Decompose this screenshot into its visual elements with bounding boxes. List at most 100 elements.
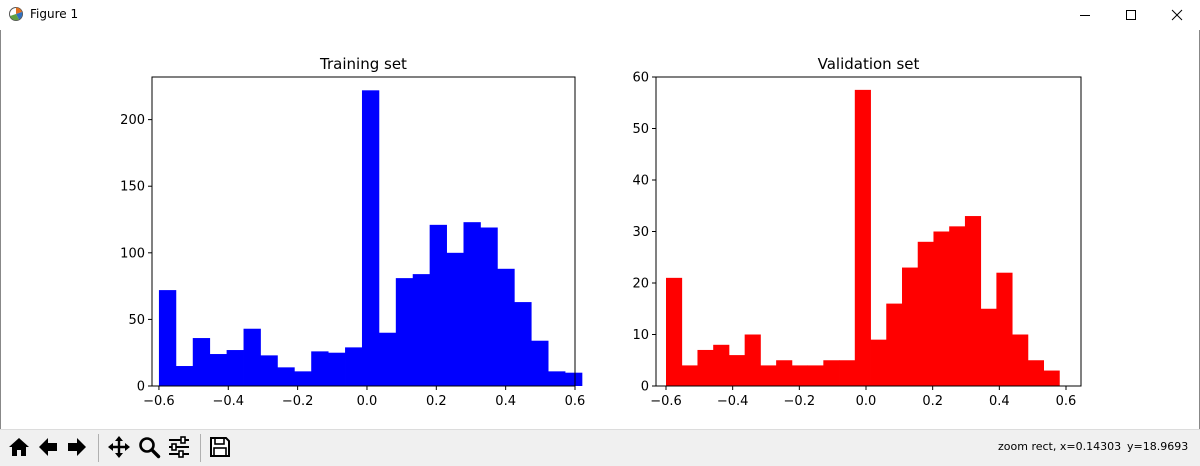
window-titlebar[interactable]: Figure 1 [0,0,1200,30]
histogram-bar [294,371,312,386]
toolbar-separator [98,434,99,462]
histogram-bar [791,365,808,386]
figure-canvas[interactable]: Training set −0.6 −0.4 −0.2 0.0 0.2 0.4 0.6 0 50 1… [0,30,1200,428]
histogram-bar [209,354,228,386]
configure-subplots-icon[interactable] [164,432,194,462]
histogram-bar [776,360,793,386]
x-tick-label: −0.2 [784,394,816,409]
x-tick-label: 0.6 [565,394,586,409]
cursor-status: zoom rect, x=0.14303 [998,440,1122,453]
histogram-bar [531,340,549,386]
y-tick-label: 60 [632,71,649,86]
histogram-bar [328,352,346,386]
histogram-bar [158,290,177,386]
home-icon[interactable] [4,432,34,462]
histogram-bar [980,308,997,386]
histogram-bar [681,365,698,386]
x-tick-label: −0.2 [282,394,314,409]
window-title: Figure 1 [30,7,79,21]
histogram-bar [463,222,481,386]
y-tick-label: 40 [632,174,649,189]
histogram-bar [226,350,244,386]
x-tick-label: 0.6 [1056,394,1077,409]
histogram-bar [666,277,683,386]
histogram-bar [260,355,278,386]
histogram-bar [412,274,431,386]
histogram-bar [870,339,887,386]
histogram-bar [823,360,840,386]
y-tick-label: 150 [120,180,145,195]
histogram-bar [713,344,730,386]
y-tick-label: 0 [137,380,145,395]
histogram-bar [429,224,447,386]
y-tick-label: 100 [120,246,145,261]
histogram-bar [917,241,934,386]
x-tick-label: 0.0 [357,394,378,409]
zoom-icon[interactable] [134,432,164,462]
histogram-bar [565,372,583,386]
histogram-bar [996,272,1013,386]
figure-app-icon [8,6,24,22]
histogram-bar [964,216,982,386]
minimize-icon[interactable] [1062,0,1108,30]
histogram-bar [854,89,871,386]
y-tick-label: 0 [641,380,649,395]
x-tick-label: 0.0 [856,394,877,409]
validation-histogram: Validation set −0.6 −0.4 −0.2 0.0 0.2 0.4 0.6 0 1… [632,55,1082,409]
maximize-icon[interactable] [1108,0,1154,30]
histogram-bar [446,252,464,386]
x-tick-label: 0.2 [426,394,447,409]
histogram-bar [480,227,498,386]
histogram-bar [839,360,856,386]
y-tick-label: 10 [632,328,649,343]
histogram-bar [1043,370,1060,386]
y-tick-label: 20 [632,277,649,292]
histogram-bar [497,268,515,386]
histogram-bar [760,365,777,386]
x-tick-label: 0.4 [495,394,516,409]
histogram-bar [243,328,261,386]
x-tick-label: −0.6 [143,394,175,409]
axes-frame [151,76,576,387]
histogram-bar [949,226,966,386]
histogram-bar [175,366,194,386]
close-icon[interactable] [1154,0,1200,30]
histogram-bar [361,90,380,386]
window-border-left [0,0,1,465]
histogram-bar [277,367,295,386]
cursor-y-status: y=18.9693 [1127,440,1189,453]
histogram-bar [728,355,746,386]
histogram-bar [807,365,824,386]
navigation-toolbar: zoom rect, x=0.14303 y=18.9693 [0,429,1200,466]
histogram-bar [548,371,566,386]
training-histogram: Training set −0.6 −0.4 −0.2 0.0 0.2 0.4 0.6 0 50 1… [120,55,585,409]
x-tick-label: −0.4 [717,394,749,409]
histogram-bar [902,267,919,386]
histogram-bar [192,338,211,386]
y-tick-label: 50 [128,313,145,328]
histogram-bar [1027,360,1044,386]
histogram-bar [378,332,397,386]
pan-icon[interactable] [104,432,134,462]
x-tick-label: −0.6 [650,394,682,409]
save-icon[interactable] [205,432,235,462]
x-tick-label: −0.4 [212,394,244,409]
back-arrow-icon[interactable] [33,432,63,462]
chart-title: Training set [319,55,407,73]
forward-arrow-icon[interactable] [62,432,92,462]
histogram-bar [395,278,414,386]
histogram-bar [886,303,903,386]
x-tick-label: 0.2 [922,394,943,409]
y-tick-label: 30 [632,225,649,240]
histogram-bar [514,302,532,386]
chart-title: Validation set [818,55,920,73]
y-tick-label: 50 [632,122,649,137]
histogram-bar [345,347,363,386]
histogram-bar [697,349,714,386]
histogram-bar [311,351,329,386]
histogram-bar [744,334,761,386]
toolbar-separator [200,434,201,462]
histogram-bar [1012,334,1029,386]
y-tick-label: 200 [120,113,145,128]
histogram-bar [933,231,950,386]
